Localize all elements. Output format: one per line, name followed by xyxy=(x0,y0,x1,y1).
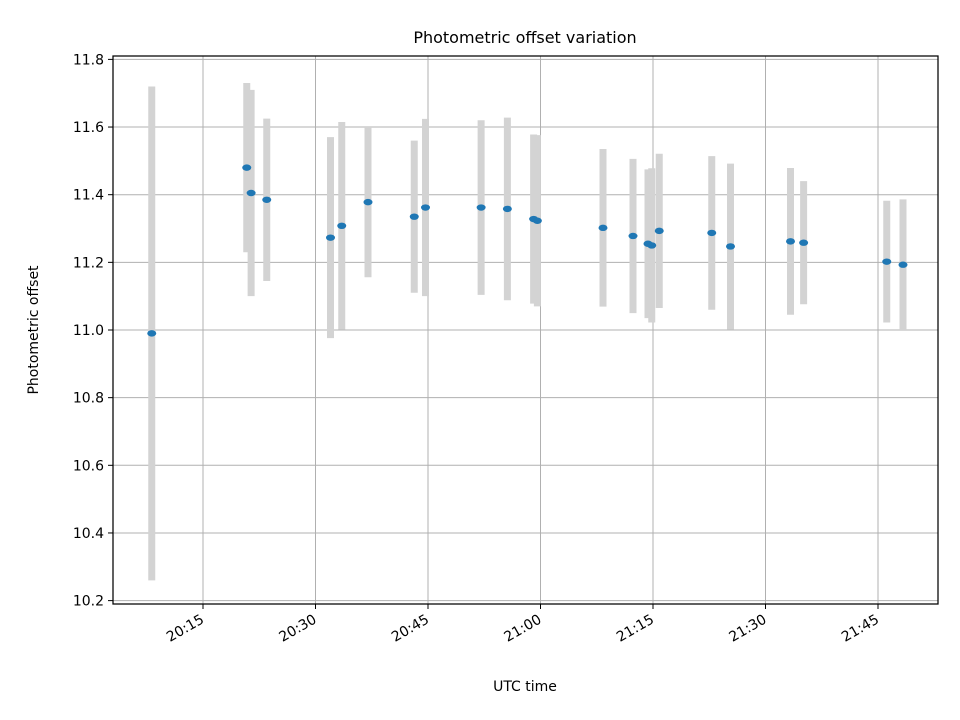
data-point xyxy=(654,227,664,235)
y-tick-label: 10.8 xyxy=(73,391,104,407)
data-point xyxy=(242,164,252,171)
data-point xyxy=(476,204,486,211)
x-tick-label: 21:45 xyxy=(839,612,882,646)
y-tick-label: 10.4 xyxy=(73,526,104,542)
y-axis-label: Photometric offset xyxy=(26,265,42,395)
data-point xyxy=(628,232,638,240)
x-tick-label: 21:00 xyxy=(502,612,545,646)
y-tick-label: 11.4 xyxy=(73,188,104,204)
grid-lines xyxy=(113,56,938,604)
y-axis-ticks: 10.2 10.4 10.6 10.8 11.0 11.2 11.4 11.6 11.8 xyxy=(73,52,113,610)
x-axis-label: UTC time xyxy=(493,679,557,695)
data-point xyxy=(799,239,809,246)
y-tick-label: 10.2 xyxy=(73,594,104,610)
data-point xyxy=(882,258,892,265)
data-point xyxy=(898,261,908,268)
y-tick-label: 10.6 xyxy=(73,458,104,474)
data-point xyxy=(337,222,347,230)
data-point xyxy=(326,234,335,241)
data-point xyxy=(502,205,512,213)
error-bars xyxy=(148,83,907,581)
y-tick-label: 11.8 xyxy=(73,52,104,68)
data-point xyxy=(786,238,795,245)
data-point xyxy=(363,198,373,206)
data-point xyxy=(707,229,717,237)
data-point xyxy=(147,330,157,337)
data-point xyxy=(421,204,430,211)
data-point xyxy=(726,243,735,250)
data-point xyxy=(409,213,419,220)
x-tick-label: 20:45 xyxy=(389,612,432,646)
y-tick-label: 11.6 xyxy=(73,120,104,136)
data-point xyxy=(262,196,272,203)
x-tick-label: 20:15 xyxy=(164,612,207,646)
data-point xyxy=(647,242,657,249)
chart-title: Photometric offset variation xyxy=(413,28,636,47)
x-tick-label: 20:30 xyxy=(277,612,320,646)
data-point xyxy=(598,224,608,232)
y-tick-label: 11.2 xyxy=(73,255,104,271)
x-tick-label: 21:15 xyxy=(614,612,657,646)
x-tick-label: 21:30 xyxy=(727,612,770,646)
y-tick-label: 11.0 xyxy=(73,323,104,339)
data-point xyxy=(246,189,256,197)
data-points xyxy=(147,164,908,337)
data-point xyxy=(532,217,542,224)
x-axis-ticks: 20:15 20:30 20:45 21:00 21:15 21:30 21:45 xyxy=(164,604,882,646)
